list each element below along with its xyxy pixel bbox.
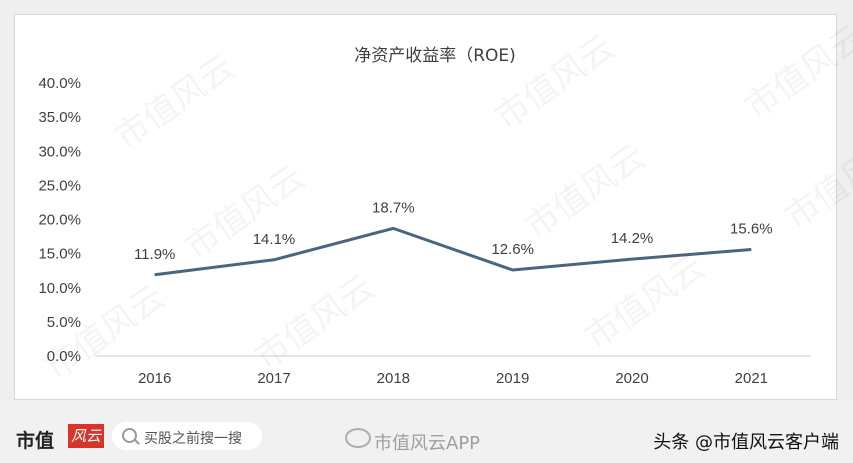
- y-tick-label: 0.0%: [47, 348, 81, 365]
- footer-bar: 市值 风云 买股之前搜一搜 市值风云APP 头条 @市值风云客户端: [0, 402, 853, 463]
- roe-series-line: [154, 226, 752, 277]
- y-tick-label: 10.0%: [38, 280, 81, 297]
- y-tick-label: 5.0%: [47, 314, 81, 331]
- chart-card: 净资产收益率（ROE) 0.0% 5.0% 10.0% 15.0% 20.0% 25.0%…: [14, 14, 853, 400]
- brand-logo-text: 市值: [16, 430, 55, 452]
- data-labels: 11.9% 14.1% 18.7% 12.6% 14.2% 15.6%: [134, 199, 773, 262]
- search-icon: [122, 428, 137, 443]
- data-label: 12.6%: [491, 241, 534, 258]
- source-credit: 头条 @市值风云客户端: [653, 432, 839, 453]
- x-tick-label: 2021: [735, 370, 768, 387]
- y-axis-ticks: 0.0% 5.0% 10.0% 15.0% 20.0% 25.0% 30.0% 35.0% 40…: [38, 75, 81, 365]
- y-tick-label: 25.0%: [38, 177, 81, 194]
- x-tick-label: 2016: [138, 370, 171, 387]
- brand-logo-stamp: 风云: [68, 424, 104, 448]
- y-tick-label: 35.0%: [38, 109, 81, 126]
- x-axis-ticks: 2016 2017 2018 2019 2020 2021: [138, 370, 768, 387]
- data-label: 14.2%: [611, 230, 654, 247]
- weibo-label: 市值风云APP: [374, 433, 481, 454]
- x-tick-label: 2018: [377, 370, 410, 387]
- x-tick-label: 2019: [496, 370, 529, 387]
- weibo-icon: [345, 428, 371, 448]
- data-label: 15.6%: [730, 221, 773, 238]
- x-tick-label: 2017: [257, 370, 290, 387]
- data-label: 11.9%: [134, 246, 175, 263]
- y-tick-label: 15.0%: [38, 246, 81, 263]
- chart-title: 净资产收益率（ROE): [354, 46, 516, 66]
- data-label: 18.7%: [372, 199, 415, 216]
- data-label: 14.1%: [253, 231, 296, 248]
- search-box[interactable]: 买股之前搜一搜: [112, 422, 262, 450]
- y-tick-label: 20.0%: [38, 212, 81, 229]
- roe-line-chart: 净资产收益率（ROE) 0.0% 5.0% 10.0% 15.0% 20.0% 25.0%…: [38, 46, 811, 387]
- y-tick-label: 40.0%: [38, 75, 81, 92]
- search-placeholder: 买股之前搜一搜: [144, 431, 242, 447]
- y-tick-label: 30.0%: [38, 143, 81, 160]
- x-tick-label: 2020: [615, 370, 648, 387]
